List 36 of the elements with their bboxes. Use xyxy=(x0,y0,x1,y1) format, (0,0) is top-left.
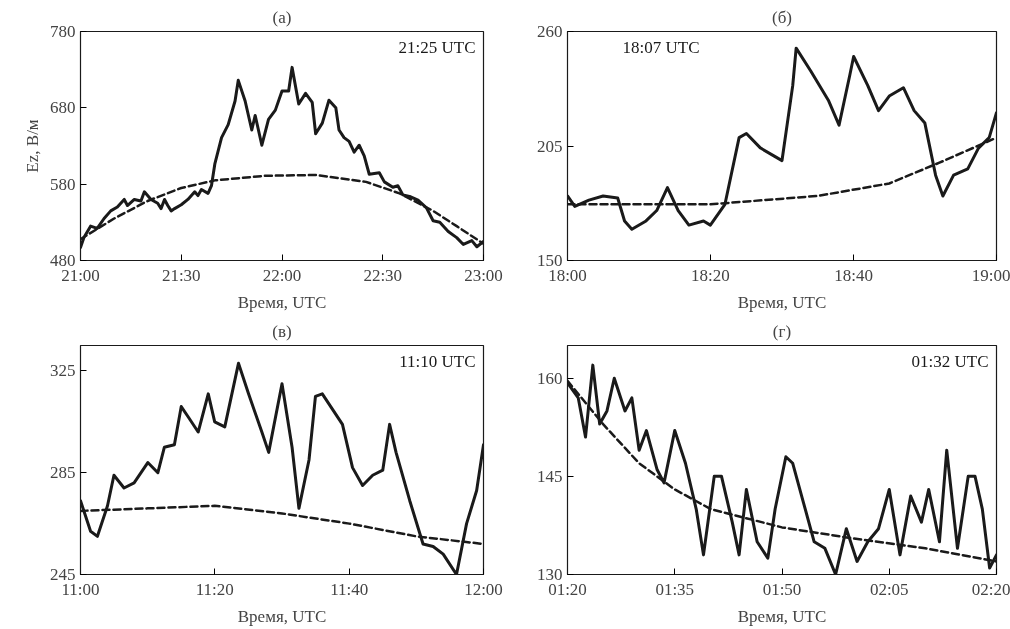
x-tick-label: 22:00 xyxy=(262,265,302,285)
chart-title: (в) xyxy=(272,321,292,341)
x-axis-title: Время, UTC xyxy=(237,606,327,626)
y-tick-label: 680 xyxy=(50,98,76,118)
y-tick-label: 145 xyxy=(537,466,563,486)
x-tick-label: 01:50 xyxy=(762,579,802,599)
y-tick-label: 260 xyxy=(537,22,563,41)
x-tick-label: 02:05 xyxy=(869,579,909,599)
y-tick-label: 325 xyxy=(50,361,76,381)
chart-title: (г) xyxy=(772,321,792,341)
y-tick-label: 160 xyxy=(537,368,563,388)
x-tick-label: 18:20 xyxy=(691,265,730,285)
x-tick-label: 11:40 xyxy=(330,579,369,599)
x-axis-title: Время, UTC xyxy=(737,292,827,312)
x-tick-label: 01:35 xyxy=(655,579,695,599)
y-tick-label: 285 xyxy=(50,463,76,483)
x-axis-title: Время, UTC xyxy=(237,292,327,312)
x-tick-label: 12:00 xyxy=(464,579,503,599)
x-tick-label: 22:30 xyxy=(363,265,403,285)
chart-title: (a) xyxy=(272,7,292,27)
x-tick-label: 23:00 xyxy=(464,265,503,285)
x-axis-title: Время, UTC xyxy=(737,606,827,626)
x-tick-label: 18:40 xyxy=(834,265,874,285)
x-tick-label: 19:00 xyxy=(971,265,1010,285)
x-tick-label: 02:20 xyxy=(971,579,1010,599)
y-axis-title: Ez, В/м xyxy=(23,119,42,173)
y-tick-label: 205 xyxy=(537,136,563,156)
y-tick-label: 780 xyxy=(50,22,76,41)
x-tick-label: 11:20 xyxy=(195,579,234,599)
chart-title: (б) xyxy=(772,7,792,27)
annotation: 11:10 UTC xyxy=(399,351,476,371)
y-tick-label: 580 xyxy=(50,174,76,194)
annotation: 01:32 UTC xyxy=(911,351,989,371)
annotation: 21:25 UTC xyxy=(398,37,476,57)
annotation: 18:07 UTC xyxy=(622,37,700,57)
x-tick-label: 21:30 xyxy=(161,265,201,285)
